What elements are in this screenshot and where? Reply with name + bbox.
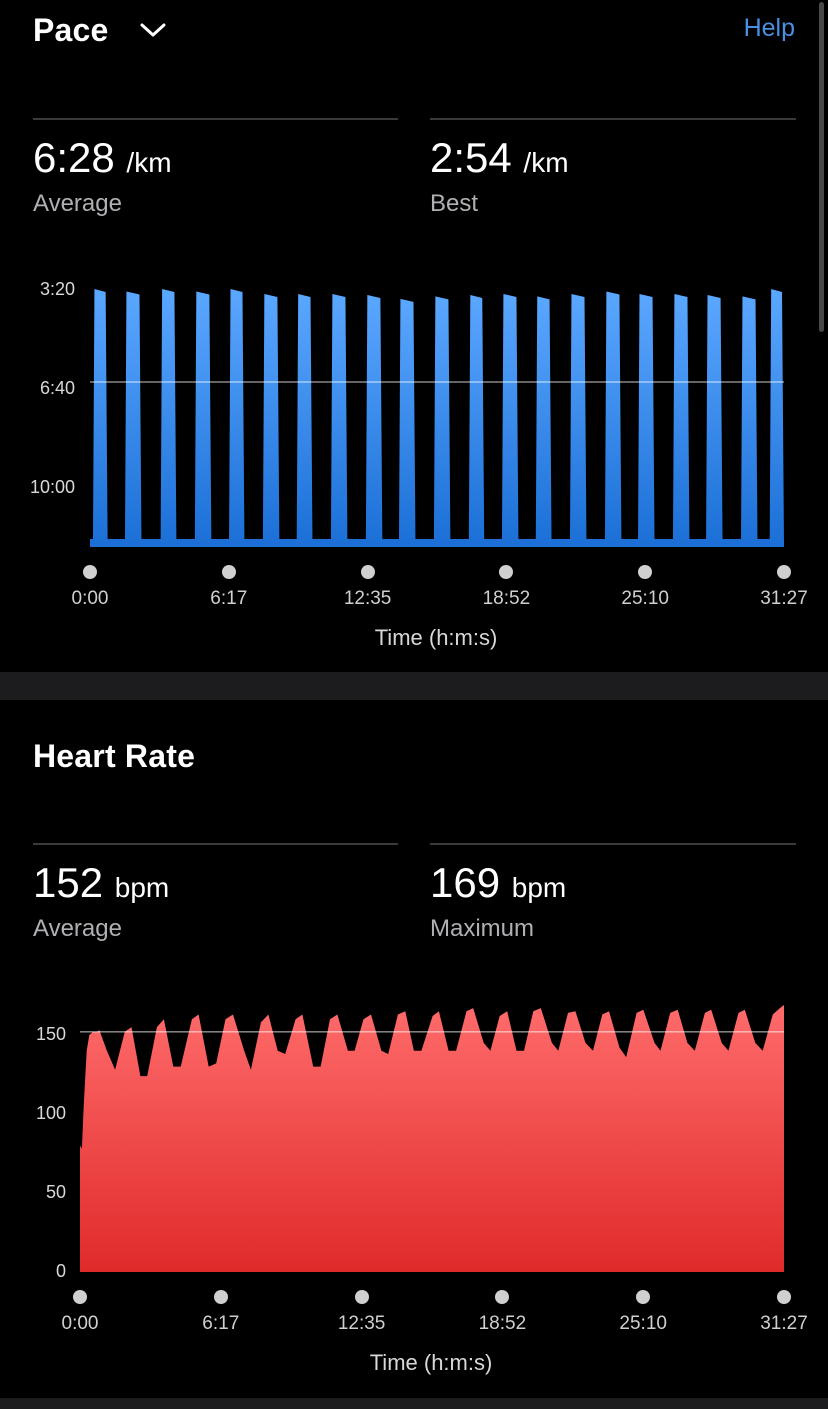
x-tick-dot bbox=[354, 1290, 369, 1304]
pace-bar bbox=[398, 298, 416, 545]
pace-x-axis-title: Time (h:m:s) bbox=[374, 625, 498, 650]
x-tick-dot bbox=[213, 1290, 228, 1304]
y-tick-label: 150 bbox=[35, 1024, 66, 1044]
x-tick-dot bbox=[638, 565, 653, 579]
pace-title: Pace bbox=[33, 12, 109, 48]
heart-rate-chart bbox=[80, 1005, 784, 1272]
pace-bar bbox=[262, 293, 280, 545]
pace-bar bbox=[365, 294, 383, 545]
pace-bar bbox=[124, 291, 142, 545]
pace-bar bbox=[501, 293, 519, 545]
x-tick-dot bbox=[777, 1290, 791, 1304]
pace-bar bbox=[160, 289, 177, 545]
y-tick-label: 10:00 bbox=[29, 477, 75, 497]
chevron-down-icon[interactable] bbox=[140, 22, 166, 38]
pace-bar bbox=[706, 294, 723, 545]
x-tick-dot bbox=[83, 565, 97, 579]
pace-average-value: 6:28 /km bbox=[33, 134, 172, 181]
heart-rate-section: Heart Rate 152 bpm Average 169 bpm Maxim… bbox=[0, 700, 828, 1398]
pace-bar bbox=[604, 291, 622, 545]
hr-maximum-label: Maximum bbox=[430, 915, 535, 942]
pace-average-label: Average bbox=[33, 190, 122, 217]
section-separator bbox=[0, 672, 828, 700]
y-tick-label: 50 bbox=[45, 1182, 66, 1202]
help-link[interactable]: Help bbox=[743, 14, 795, 42]
x-tick-dot bbox=[636, 1290, 651, 1304]
x-tick-label: 6:17 bbox=[210, 588, 248, 609]
x-tick-dot bbox=[73, 1290, 87, 1304]
x-tick-dot bbox=[221, 565, 236, 579]
pace-bar bbox=[194, 291, 212, 545]
divider bbox=[33, 843, 398, 845]
x-tick-label: 31:27 bbox=[760, 1313, 808, 1334]
y-tick-label: 0 bbox=[55, 1261, 66, 1281]
x-tick-label: 25:10 bbox=[621, 588, 669, 609]
x-tick-dot bbox=[777, 565, 791, 579]
x-tick-label: 18:52 bbox=[482, 588, 531, 609]
x-tick-dot bbox=[360, 565, 375, 579]
pace-bar bbox=[569, 293, 587, 545]
hr-average-value: 152 bpm bbox=[33, 859, 170, 906]
heart-rate-title: Heart Rate bbox=[33, 738, 196, 774]
x-tick-label: 12:35 bbox=[343, 588, 392, 609]
hr-average-label: Average bbox=[33, 915, 122, 942]
x-tick-label: 18:52 bbox=[478, 1313, 527, 1334]
scrollbar[interactable] bbox=[819, 2, 824, 332]
pace-bar bbox=[330, 293, 348, 545]
pace-bar bbox=[535, 296, 552, 545]
x-tick-label: 12:35 bbox=[337, 1313, 386, 1334]
pace-bar bbox=[296, 293, 313, 545]
pace-best-value: 2:54 /km bbox=[430, 134, 569, 181]
x-tick-label: 31:27 bbox=[760, 588, 808, 609]
pace-bar bbox=[433, 296, 451, 545]
hr-x-axis-title: Time (h:m:s) bbox=[369, 1350, 493, 1375]
x-tick-label: 0:00 bbox=[71, 588, 109, 609]
y-tick-label: 3:20 bbox=[39, 279, 75, 299]
pace-bar bbox=[229, 289, 245, 545]
pace-chart bbox=[90, 289, 784, 547]
divider bbox=[33, 118, 398, 120]
divider bbox=[430, 843, 796, 845]
x-tick-dot bbox=[495, 1290, 510, 1304]
y-tick-label: 6:40 bbox=[39, 378, 75, 398]
pace-bar bbox=[769, 289, 784, 545]
pace-bar bbox=[740, 296, 758, 545]
x-tick-label: 25:10 bbox=[619, 1313, 667, 1334]
pace-bar bbox=[468, 294, 485, 545]
pace-bar bbox=[672, 293, 690, 545]
pace-bar bbox=[637, 293, 655, 545]
hr-maximum-value: 169 bpm bbox=[430, 859, 567, 906]
x-tick-label: 0:00 bbox=[61, 1313, 99, 1334]
pace-best-label: Best bbox=[430, 190, 479, 217]
pace-bar bbox=[92, 289, 108, 545]
divider bbox=[430, 118, 796, 120]
pace-section: Pace Help 6:28 /km Average 2:54 /km Best… bbox=[0, 0, 828, 672]
x-tick-label: 6:17 bbox=[202, 1313, 240, 1334]
heart-rate-area bbox=[80, 1005, 784, 1272]
y-tick-label: 100 bbox=[35, 1103, 66, 1123]
x-tick-dot bbox=[499, 565, 514, 579]
section-separator bbox=[0, 1398, 828, 1409]
